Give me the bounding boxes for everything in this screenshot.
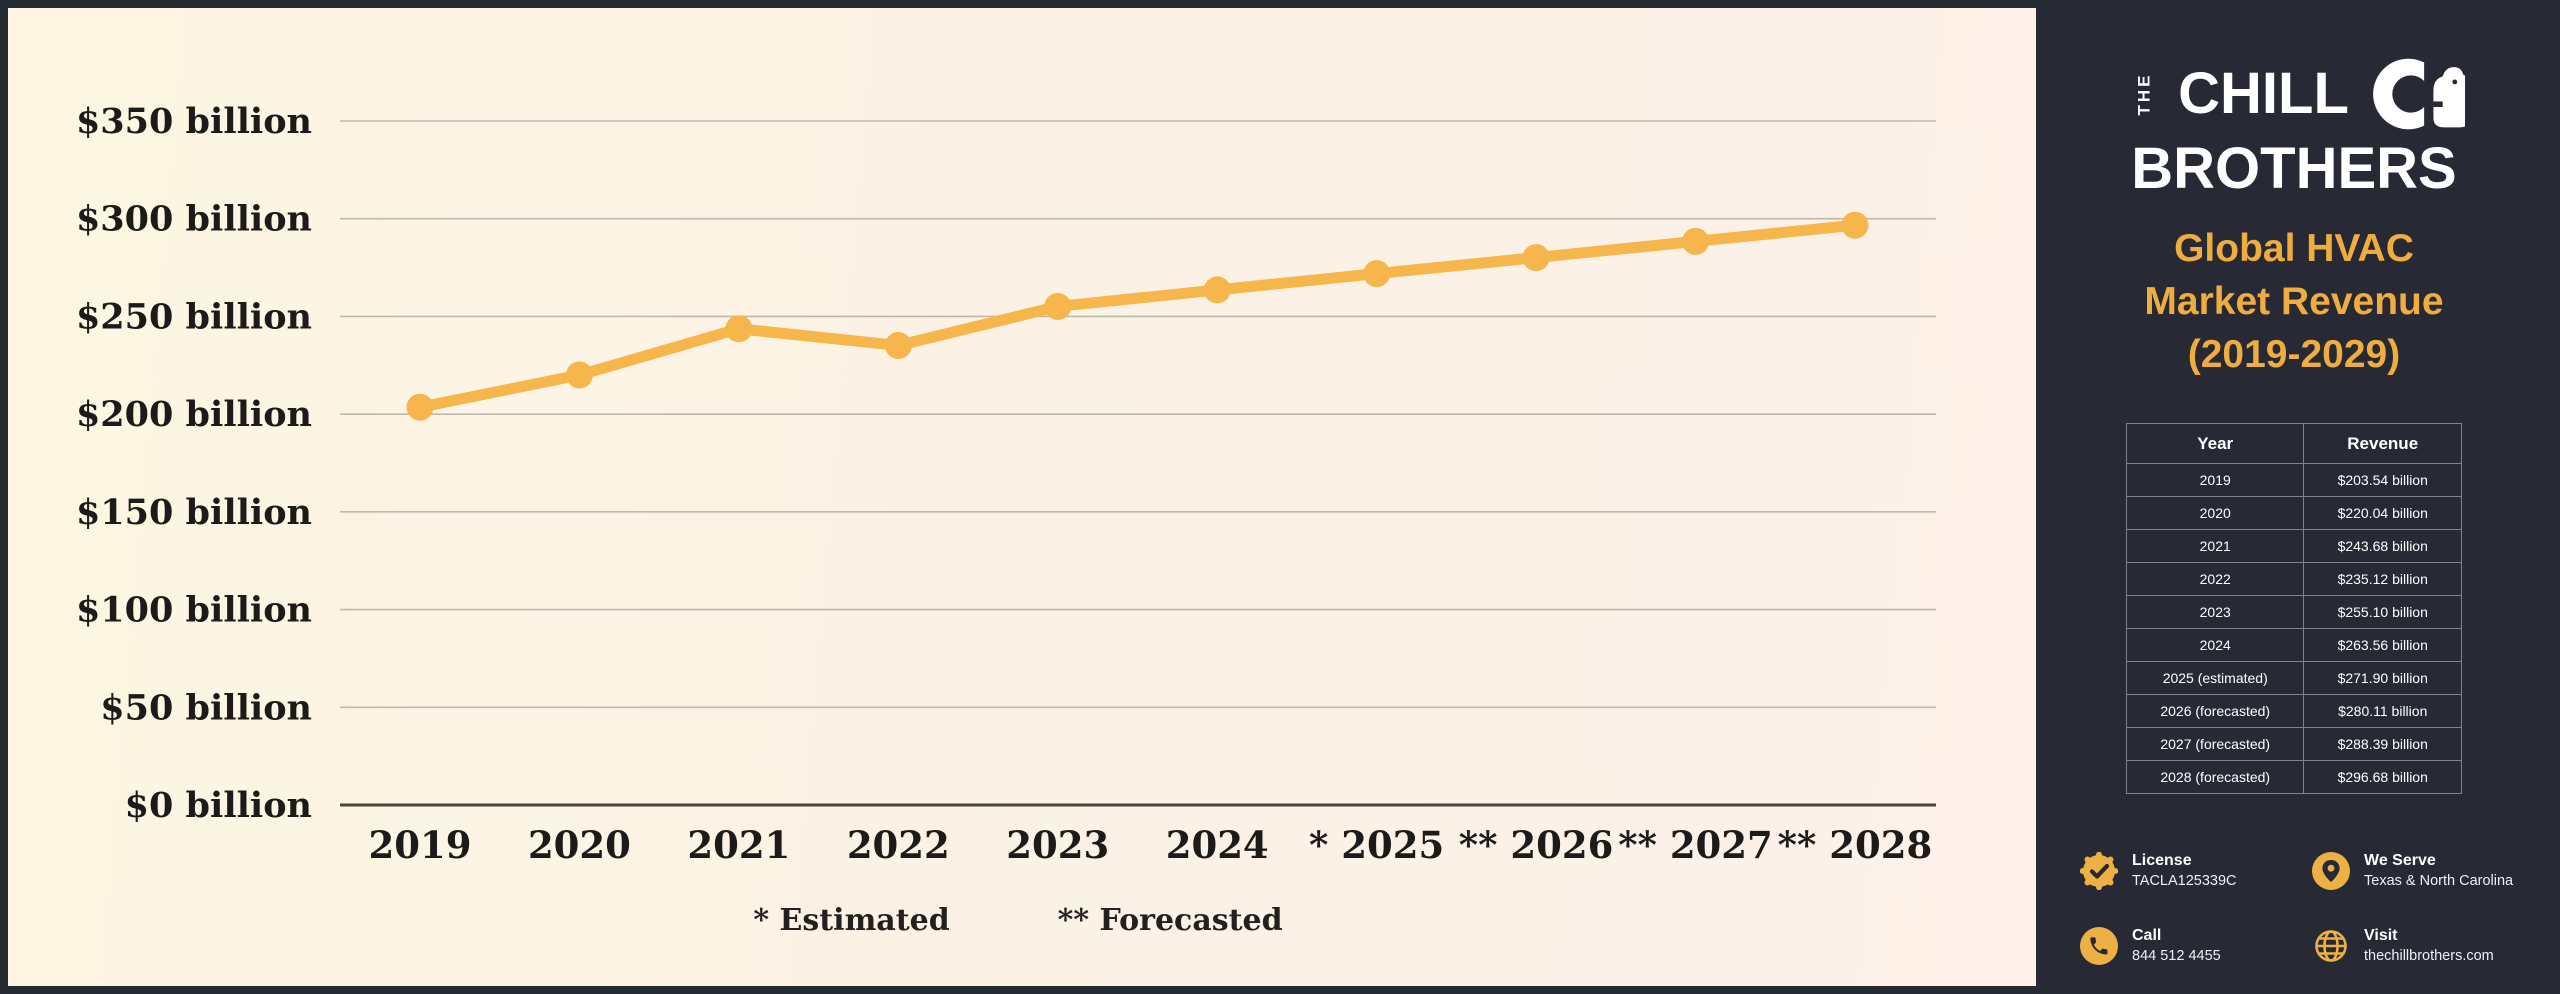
y-axis-tick-label: $300 billion xyxy=(76,199,312,240)
revenue-cell: $203.54 billion xyxy=(2303,463,2462,497)
table-header-row: Year Revenue xyxy=(2125,423,2462,464)
revenue-table-body: 2019 $203.54 billion 2020 $220.04 billion 20… xyxy=(2125,463,2462,794)
data-point xyxy=(1203,276,1231,304)
table-row: 2023 $255.10 billion xyxy=(2125,595,2462,629)
data-point xyxy=(1363,260,1391,288)
chart-background xyxy=(8,8,2036,986)
visit-contact: Visit thechillbrothers.com xyxy=(2312,926,2532,966)
brand-panel: THE CHILL BROTHERS Global HVAC Market Re… xyxy=(2036,8,2552,986)
license-badge-icon xyxy=(2080,851,2118,890)
revenue-cell: $280.11 billion xyxy=(2303,694,2462,728)
x-axis-tick-label: 2019 xyxy=(369,823,472,867)
logo-brothers-text: BROTHERS xyxy=(2131,136,2457,201)
revenue-cell: $263.56 billion xyxy=(2303,628,2462,662)
revenue-line xyxy=(414,219,1861,413)
x-axis-tick-label: ** 2027 xyxy=(1618,823,1773,867)
y-axis-tick-label: $350 billion xyxy=(76,101,312,142)
year-cell: 2019 xyxy=(2125,463,2305,497)
phone-number: 844 512 4455 xyxy=(2132,948,2221,965)
y-axis-tick-label: $200 billion xyxy=(76,394,312,435)
license-contact: License TACLA125339C xyxy=(2080,851,2312,891)
call-label: Call xyxy=(2132,927,2162,945)
we-serve-contact: We Serve Texas & North Carolina xyxy=(2312,851,2532,891)
logo-chill-text: CHILL xyxy=(2178,61,2349,126)
visit-label: Visit xyxy=(2364,927,2398,945)
y-axis-tick-label: $100 billion xyxy=(76,590,312,631)
data-point xyxy=(1522,244,1550,272)
chill-brothers-logo: THE CHILL BROTHERS xyxy=(2036,48,2552,198)
call-contact: Call 844 512 4455 xyxy=(2080,926,2312,966)
chart-legend: * Estimated ** Forecasted xyxy=(508,903,1528,938)
location-pin-icon xyxy=(2312,851,2350,890)
year-cell: 2025 (estimated) xyxy=(2125,661,2305,695)
y-axis-tick-label: $50 billion xyxy=(100,687,312,728)
service-area: Texas & North Carolina xyxy=(2364,872,2514,889)
revenue-cell: $220.04 billion xyxy=(2303,496,2462,530)
x-axis-tick-label: ** 2026 xyxy=(1459,823,1614,867)
x-axis-tick-label: 2020 xyxy=(528,823,631,867)
data-point xyxy=(725,315,753,343)
x-axis-tick-label: 2023 xyxy=(1006,823,1109,867)
logo-the-text: THE xyxy=(2134,72,2154,116)
year-cell: 2026 (forecasted) xyxy=(2125,694,2305,728)
revenue-cell: $243.68 billion xyxy=(2303,529,2462,563)
globe-icon xyxy=(2315,930,2347,962)
legend-estimated: * Estimated xyxy=(753,903,950,938)
table-row: 2019 $203.54 billion xyxy=(2125,463,2462,497)
data-point xyxy=(884,332,912,360)
table-row: 2021 $243.68 billion xyxy=(2125,529,2462,563)
table-row: 2025 (estimated) $271.90 billion xyxy=(2125,661,2462,695)
table-row: 2020 $220.04 billion xyxy=(2125,496,2462,530)
revenue-cell: $271.90 billion xyxy=(2303,661,2462,695)
revenue-table: Year Revenue 2019 $203.54 billion 2020 $220… xyxy=(2125,423,2462,794)
legend-forecasted: ** Forecasted xyxy=(1057,903,1283,938)
x-axis-tick-label: 2024 xyxy=(1166,823,1269,867)
data-point xyxy=(1841,211,1869,239)
revenue-cell: $288.39 billion xyxy=(2303,727,2462,761)
y-axis-tick-label: $150 billion xyxy=(76,492,312,533)
revenue-cell: $235.12 billion xyxy=(2303,562,2462,596)
year-cell: 2023 xyxy=(2125,595,2305,629)
x-axis-tick-label: 2021 xyxy=(687,823,790,867)
data-point xyxy=(406,393,434,421)
revenue-cell: $296.68 billion xyxy=(2303,760,2462,794)
year-cell: 2028 (forecasted) xyxy=(2125,760,2305,794)
contact-footer: License TACLA125339C We Serve Texas & No… xyxy=(2080,851,2532,966)
table-row: 2024 $263.56 billion xyxy=(2125,628,2462,662)
x-axis-tick-label: ** 2028 xyxy=(1778,823,1933,867)
year-column-header: Year xyxy=(2125,423,2305,464)
year-cell: 2021 xyxy=(2125,529,2305,563)
license-number: TACLA125339C xyxy=(2132,872,2237,889)
y-axis-tick-label: $0 billion xyxy=(125,785,312,826)
chill-brothers-bear-icon xyxy=(2372,58,2465,130)
data-point xyxy=(565,361,593,389)
year-cell: 2027 (forecasted) xyxy=(2125,727,2305,761)
y-axis-tick-label: $250 billion xyxy=(76,296,312,337)
table-row: 2028 (forecasted) $296.68 billion xyxy=(2125,760,2462,794)
table-row: 2022 $235.12 billion xyxy=(2125,562,2462,596)
revenue-column-header: Revenue xyxy=(2303,423,2462,464)
table-row: 2027 (forecasted) $288.39 billion xyxy=(2125,727,2462,761)
data-point xyxy=(1682,227,1710,255)
year-cell: 2022 xyxy=(2125,562,2305,596)
website-url: thechillbrothers.com xyxy=(2364,948,2494,965)
year-cell: 2024 xyxy=(2125,628,2305,662)
data-point xyxy=(1044,292,1072,320)
x-axis-tick-label: 2022 xyxy=(847,823,950,867)
we-serve-label: We Serve xyxy=(2364,851,2436,869)
revenue-cell: $255.10 billion xyxy=(2303,595,2462,629)
phone-icon xyxy=(2080,927,2118,966)
x-axis-tick-label: * 2025 xyxy=(1309,823,1444,867)
year-cell: 2020 xyxy=(2125,496,2305,530)
license-label: License xyxy=(2132,851,2192,869)
table-row: 2026 (forecasted) $280.11 billion xyxy=(2125,694,2462,728)
infographic-title: Global HVAC Market Revenue (2019-2029) xyxy=(2144,227,2444,376)
